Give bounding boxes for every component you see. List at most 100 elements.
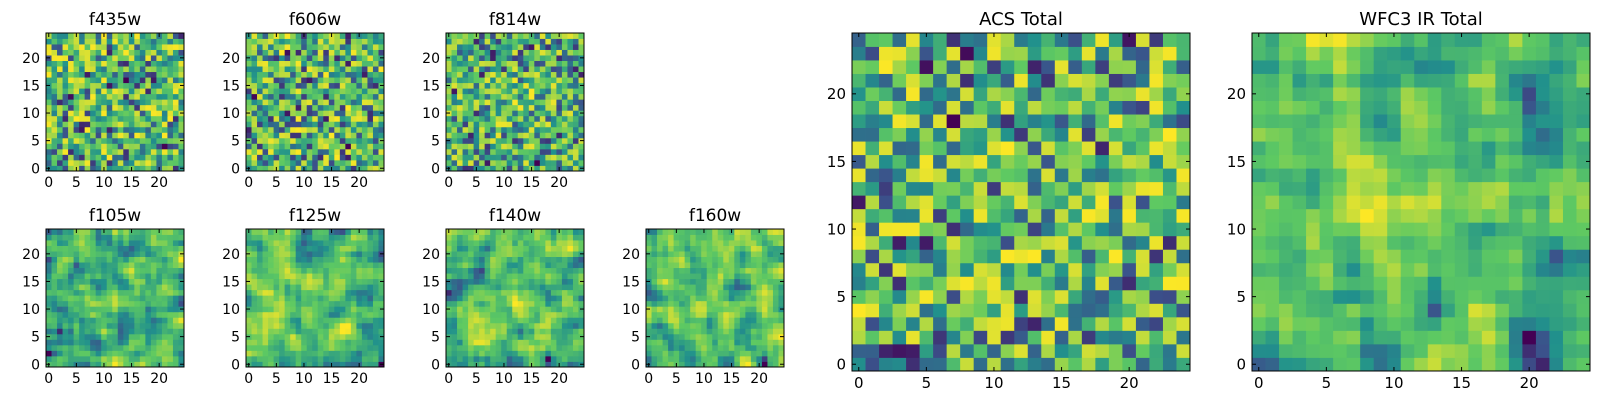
heatmap-cell	[772, 350, 779, 357]
heatmap-cell	[62, 77, 69, 84]
heatmap-cell	[257, 82, 263, 89]
heatmap-cell	[1000, 235, 1015, 250]
heatmap-cell	[295, 245, 302, 252]
heatmap-cell	[90, 115, 97, 122]
heatmap-cell	[246, 60, 252, 67]
heatmap-cell	[451, 60, 458, 67]
heatmap-cell	[301, 110, 308, 117]
heatmap-cell	[495, 154, 502, 161]
heatmap-cell	[251, 300, 258, 307]
heatmap-cell	[117, 344, 124, 351]
heatmap-cell	[462, 110, 469, 117]
heatmap-cell	[172, 104, 179, 111]
heatmap-cell	[1149, 168, 1164, 183]
heatmap-cell	[46, 322, 52, 329]
heatmap-cell	[539, 49, 546, 56]
heatmap-cell	[578, 126, 585, 133]
heatmap-cell	[68, 284, 74, 291]
heatmap-cell	[350, 245, 357, 252]
heatmap-cell	[150, 66, 157, 73]
heatmap-cell	[473, 245, 480, 252]
heatmap-cell	[372, 137, 379, 144]
heatmap-cell	[528, 49, 535, 56]
heatmap-cell	[123, 229, 130, 235]
heatmap-cell	[1054, 330, 1069, 345]
heatmap-cell	[134, 339, 141, 346]
heatmap-cell	[306, 38, 313, 45]
heatmap-cell	[772, 344, 779, 351]
heatmap-cell	[156, 110, 163, 117]
heatmap-cell	[62, 49, 69, 56]
heatmap-cell	[528, 355, 535, 362]
heatmap-cell	[251, 311, 258, 318]
heatmap-cell	[46, 344, 52, 351]
heatmap-cell	[528, 99, 535, 106]
heatmap-cell	[728, 245, 735, 252]
heatmap-cell	[473, 60, 480, 67]
heatmap-cell	[167, 148, 174, 155]
heatmap-cell	[317, 71, 324, 78]
heatmap-cell	[528, 300, 535, 307]
heatmap-cell	[317, 289, 324, 296]
heatmap-cell	[279, 245, 286, 252]
heatmap-cell	[134, 361, 141, 368]
heatmap-cell	[251, 154, 258, 161]
heatmap-cell	[290, 148, 297, 155]
heatmap-cell	[865, 208, 880, 223]
heatmap-cell	[473, 44, 480, 50]
heatmap-cell	[361, 38, 368, 45]
heatmap-cell	[361, 132, 368, 139]
heatmap-cell	[1068, 357, 1083, 372]
heatmap-cell	[150, 311, 157, 318]
heatmap-cell	[701, 317, 708, 324]
heatmap-cell	[51, 333, 58, 340]
heatmap-cell	[117, 38, 124, 45]
heatmap-cell	[545, 361, 552, 368]
heatmap-cell	[1068, 208, 1083, 223]
heatmap-cell	[451, 328, 458, 335]
heatmap-cell	[345, 229, 352, 235]
heatmap-cell	[51, 115, 58, 122]
heatmap-cell	[367, 104, 374, 111]
heatmap-cell	[268, 229, 274, 235]
heatmap-cell	[1135, 357, 1150, 372]
heatmap-cell	[690, 240, 697, 246]
heatmap-cell	[567, 328, 574, 335]
heatmap-cell	[750, 311, 757, 318]
heatmap-cell	[284, 273, 291, 280]
heatmap-cell	[539, 104, 546, 111]
heatmap-cell	[378, 121, 385, 128]
heatmap-cell	[728, 300, 735, 307]
heatmap-cell	[446, 121, 452, 128]
heatmap-cell	[501, 137, 508, 144]
heatmap-cell	[51, 159, 58, 166]
heatmap-cell	[695, 278, 702, 285]
heatmap-cell	[933, 154, 948, 169]
heatmap-cell	[528, 137, 535, 144]
heatmap-cell	[528, 66, 535, 73]
heatmap-cell	[651, 328, 658, 335]
heatmap-cell	[367, 60, 374, 67]
heatmap-cell	[279, 289, 286, 296]
heatmap-cell	[761, 322, 768, 329]
heatmap-cell	[150, 229, 157, 235]
heatmap-cell	[879, 195, 893, 210]
heatmap-cell	[150, 284, 157, 291]
heatmap-cell	[865, 168, 880, 183]
x-tick-label: 10	[295, 371, 313, 387]
heatmap-cell	[361, 295, 368, 302]
heatmap-cell	[246, 273, 252, 280]
heatmap-cell	[668, 322, 674, 329]
heatmap-cell	[323, 126, 330, 133]
heatmap-cell	[323, 154, 330, 161]
heatmap-cell	[1000, 276, 1015, 291]
y-tick-label: 10	[222, 106, 240, 122]
heatmap-cell	[528, 245, 535, 252]
heatmap-cell	[51, 38, 58, 45]
heatmap-cell	[561, 115, 568, 122]
heatmap-cell	[372, 361, 379, 368]
heatmap-cell	[534, 165, 541, 172]
heatmap-cell	[706, 361, 713, 368]
heatmap-cell	[350, 82, 357, 89]
